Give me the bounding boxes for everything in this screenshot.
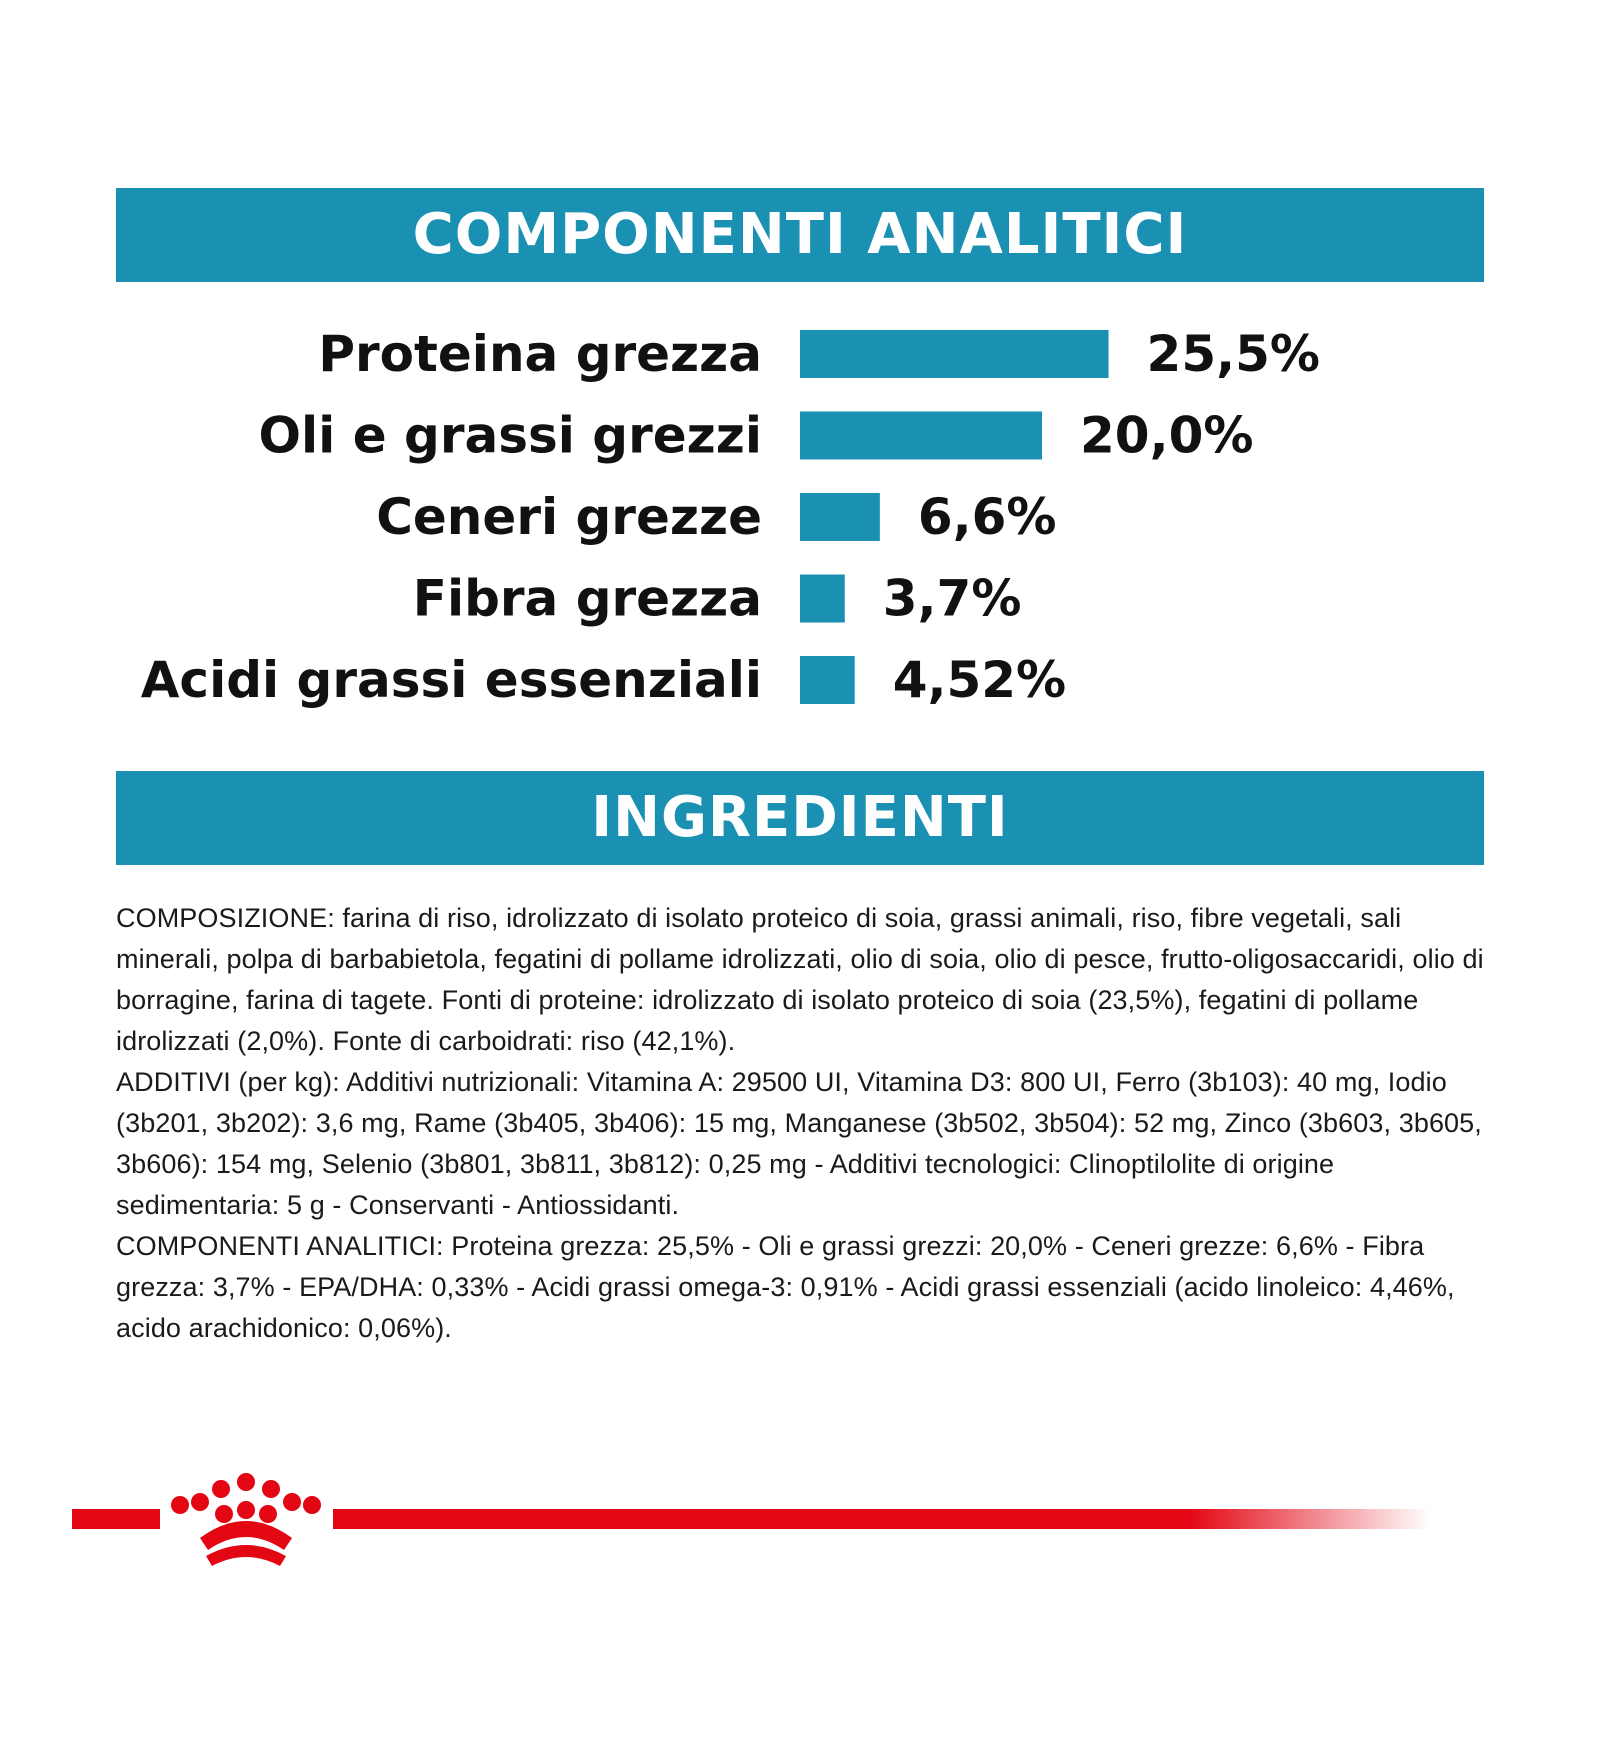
value-label-proteina-grezza: 25,5% xyxy=(1147,325,1320,383)
analytic-paragraph: COMPONENTI ANALITICI: Proteina grezza: 2… xyxy=(116,1231,1455,1343)
red-rule-right xyxy=(333,1509,1430,1529)
ingredients-banner: INGREDIENTI xyxy=(116,771,1484,865)
analytic-title: COMPONENTI ANALITICI xyxy=(412,202,1188,267)
bar-oli-e-grassi-grezzi xyxy=(800,411,1042,460)
bar-fibra-grezza xyxy=(800,574,845,623)
analytic-banner: COMPONENTI ANALITICI xyxy=(116,188,1484,282)
category-label-proteina-grezza: Proteina grezza xyxy=(318,325,762,383)
ingredients-title: INGREDIENTI xyxy=(591,785,1009,850)
ingredients-text: COMPOSIZIONE: farina di riso, idrolizzat… xyxy=(116,898,1486,1349)
brand-footer-rule xyxy=(72,1473,1430,1566)
category-label-oli-e-grassi-grezzi: Oli e grassi grezzi xyxy=(259,407,762,465)
value-label-oli-e-grassi-grezzi: 20,0% xyxy=(1080,407,1253,465)
category-label-fibra-grezza: Fibra grezza xyxy=(413,570,762,628)
bar-acidi-grassi-essenziali xyxy=(800,656,855,704)
composition-paragraph: COMPOSIZIONE: farina di riso, idrolizzat… xyxy=(116,903,1484,1056)
value-label-acidi-grassi-essenziali: 4,52% xyxy=(893,651,1066,709)
additives-paragraph: ADDITIVI (per kg): Additivi nutrizionali… xyxy=(116,1067,1482,1220)
category-label-ceneri-grezze: Ceneri grezze xyxy=(376,488,762,546)
value-label-fibra-grezza: 3,7% xyxy=(883,570,1022,628)
bar-ceneri-grezze xyxy=(800,493,880,541)
bar-proteina-grezza xyxy=(800,330,1109,378)
category-label-acidi-grassi-essenziali: Acidi grassi essenziali xyxy=(141,651,762,709)
analytic-bar-chart: Proteina grezza 25,5% Oli e grassi grezzi 2… xyxy=(141,325,1320,709)
value-label-ceneri-grezze: 6,6% xyxy=(918,488,1057,546)
red-rule-left xyxy=(72,1509,160,1529)
royal-crown-icon xyxy=(171,1473,321,1566)
